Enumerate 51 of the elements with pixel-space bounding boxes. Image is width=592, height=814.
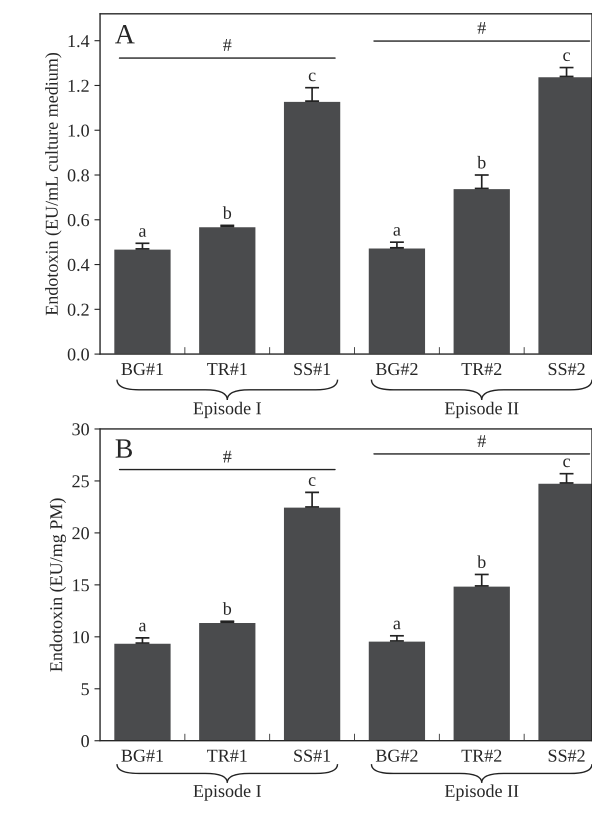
y-tick-label: 5 (82, 683, 89, 696)
x-tick-label: BG#2 (376, 750, 418, 762)
annotation: c (563, 52, 570, 62)
x-tick-label: BG#1 (121, 362, 163, 376)
y-axis-title: Endotoxin (EU/mg PM) (50, 498, 66, 672)
x-tick-label: TR#1 (207, 750, 247, 762)
y-axis-title: Endotoxin (EU/mL culture medium) (45, 52, 62, 316)
text: Episode I (193, 402, 261, 418)
annotation: a (394, 227, 401, 236)
y-tick-label: 0.0 (68, 348, 89, 361)
x-tick-label: SS#1 (294, 362, 330, 376)
y-tick-label: 0.4 (68, 258, 90, 272)
annotation: b (222, 206, 232, 219)
annotation: a (394, 620, 401, 630)
annotation: # (478, 435, 486, 447)
y-tick-label: 30 (72, 423, 89, 436)
y-tick-label: 0.8 (68, 169, 89, 182)
x-tick-label: SS#2 (548, 362, 585, 376)
annotation: b (477, 555, 486, 568)
annotation: c (308, 72, 316, 82)
x-tick-label: TR#1 (207, 363, 247, 375)
annotation: B (116, 439, 132, 458)
annotation: a (139, 622, 146, 632)
annotation: c (563, 458, 570, 468)
x-tick-label: TR#2 (462, 362, 502, 375)
annotation: a (139, 228, 146, 237)
y-tick-label: 0.2 (68, 304, 89, 316)
annotation: # (478, 22, 486, 34)
annotation: # (223, 39, 232, 51)
y-tick-label: 10 (73, 631, 89, 644)
text: Episode II (444, 402, 518, 418)
x-tick-label: SS#2 (548, 750, 585, 762)
text: Episode I (193, 784, 261, 801)
y-tick-label: 1.0 (68, 124, 89, 137)
x-tick-label: BG#1 (121, 750, 163, 762)
text: Episode II (444, 784, 518, 801)
x-tick-label: SS#1 (294, 750, 330, 762)
y-tick-label: 0 (81, 734, 89, 748)
x-tick-label: BG#2 (376, 362, 418, 376)
y-tick-label: 25 (72, 475, 89, 488)
x-tick-label: TR#2 (462, 750, 502, 762)
annotation: A (115, 24, 135, 44)
y-tick-label: 20 (72, 527, 89, 540)
y-tick-label: 15 (73, 579, 89, 592)
annotation: b (477, 156, 486, 169)
y-tick-label: 0.6 (68, 214, 90, 226)
annotation: b (222, 602, 232, 615)
annotation: # (223, 450, 232, 463)
y-tick-label: 1.4 (68, 35, 90, 48)
annotation: c (308, 477, 316, 486)
y-tick-label: 1.2 (68, 80, 89, 92)
